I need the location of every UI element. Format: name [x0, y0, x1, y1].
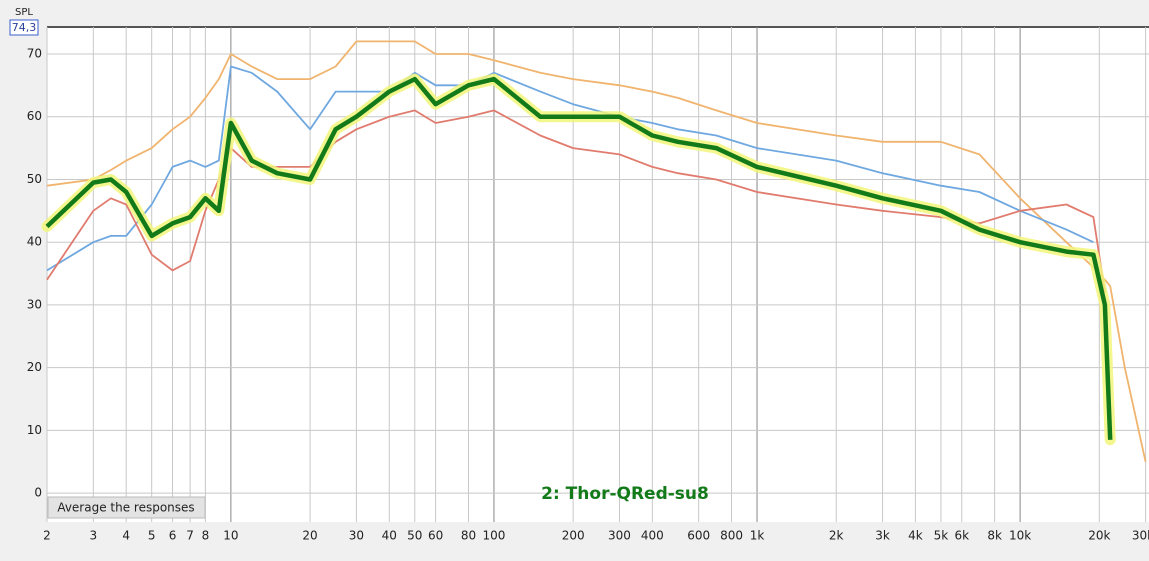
average-button[interactable]	[47, 496, 206, 519]
x-tick-label: 8	[202, 529, 210, 543]
y-tick-label: 60	[27, 109, 42, 123]
y-tick-label: 30	[27, 297, 42, 311]
series-line	[46, 40, 1147, 462]
x-tick-label: 100	[483, 529, 506, 543]
x-tick-label: 300	[608, 529, 631, 543]
x-tick-label: 200	[562, 529, 585, 543]
x-tick-label: 20	[302, 529, 317, 543]
x-tick-label: 3k	[875, 529, 890, 543]
x-tick-label: 80	[461, 529, 476, 543]
x-tick-label: 800	[720, 529, 743, 543]
x-tick-label: 4k	[908, 529, 923, 543]
y-tick-label: 0	[34, 486, 42, 500]
x-tick-label: 40	[382, 529, 397, 543]
x-tick-label: 5k	[934, 529, 949, 543]
y-max-box	[9, 19, 39, 36]
lines	[41, 40, 1147, 462]
series-line	[45, 76, 1113, 440]
x-tick-label: 8k	[987, 529, 1002, 543]
y-max-label: 74,3	[12, 21, 37, 34]
y-tick-label: 40	[27, 235, 42, 249]
grid	[46, 27, 1149, 522]
x-tick-label: 5	[148, 529, 156, 543]
y-tick-label: 70	[27, 46, 42, 60]
x-tick-label: 10k	[1009, 529, 1031, 543]
x-tick-label: 30k	[1132, 529, 1149, 543]
x-tick-label: 10	[223, 529, 238, 543]
plot-area	[47, 27, 1149, 522]
x-tick-label: 50	[407, 529, 422, 543]
x-tick-label: 2k	[829, 529, 844, 543]
x-tick-label: 3	[90, 529, 98, 543]
x-tick-label: 4	[122, 529, 130, 543]
y-tick-label: 10	[27, 423, 42, 437]
x-tick-label: 7	[186, 529, 194, 543]
series-label: 2: Thor-QRed-su8	[541, 484, 709, 504]
y-tick-label: 20	[27, 360, 42, 374]
x-tick-label: 400	[641, 529, 664, 543]
x-tick-label: 6	[169, 529, 177, 543]
x-tick-label: 1k	[750, 529, 765, 543]
series-line	[46, 109, 1106, 293]
average-button-label[interactable]: Average the responses	[57, 501, 194, 515]
x-tick-label: 60	[428, 529, 443, 543]
x-tick-label: 30	[349, 529, 364, 543]
y-axis-label: SPL	[15, 7, 33, 18]
x-tick-label: 600	[687, 529, 710, 543]
x-tick-label: 2	[43, 529, 51, 543]
y-tick-label: 50	[27, 172, 42, 186]
series-line	[46, 65, 1094, 272]
x-tick-label: 20k	[1088, 529, 1110, 543]
x-tick-label: 6k	[954, 529, 969, 543]
